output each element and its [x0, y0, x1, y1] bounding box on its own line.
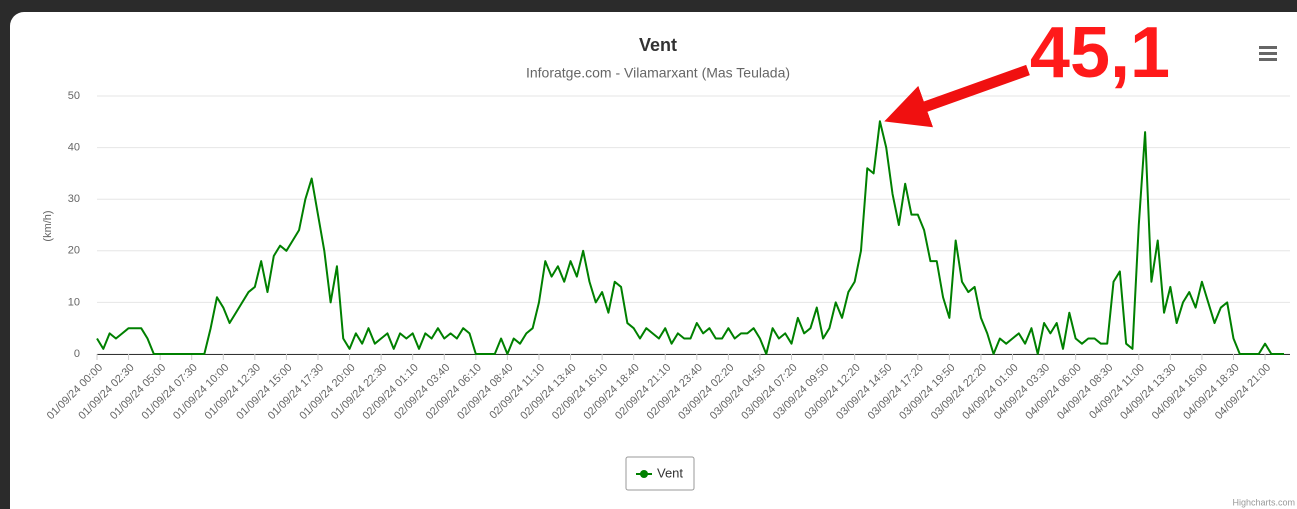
- legend-box: [625, 456, 695, 491]
- y-tick-label: 10: [68, 296, 80, 308]
- menu-bar: [1259, 58, 1277, 61]
- chart-panel: [10, 12, 1297, 509]
- y-tick-label: 40: [68, 142, 80, 154]
- y-tick-label: 50: [68, 90, 80, 102]
- chart-subtitle: Inforatge.com - Vilamarxant (Mas Teulada…: [526, 65, 790, 81]
- y-axis-label: (km/h): [42, 210, 54, 241]
- series-line: [96, 120, 1284, 355]
- y-tick-label: 0: [74, 348, 80, 360]
- menu-button[interactable]: [1259, 46, 1277, 61]
- y-tick-label: 30: [68, 193, 80, 205]
- legend[interactable]: Vent: [625, 456, 695, 491]
- menu-bar: [1259, 52, 1277, 55]
- legend-label: Vent: [657, 465, 683, 480]
- y-tick-label: 20: [68, 245, 80, 257]
- chart-title: Vent: [639, 35, 677, 55]
- annotation-arrow: [884, 64, 1030, 128]
- annotation: 45,1: [1030, 13, 1170, 93]
- menu-bar: [1259, 46, 1277, 49]
- legend-marker: [640, 470, 648, 478]
- credits: Highcharts.com: [1232, 497, 1295, 507]
